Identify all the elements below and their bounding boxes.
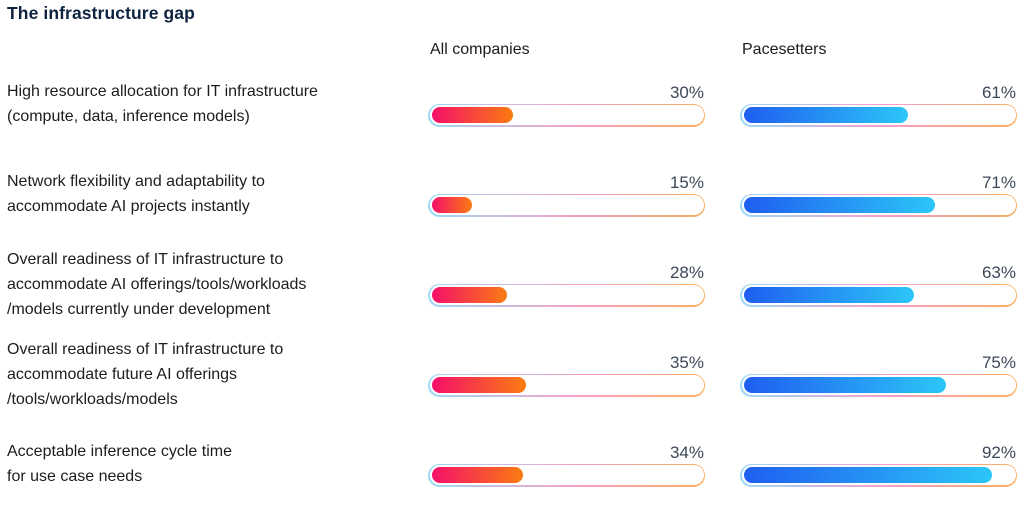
all-companies-value: 30%	[669, 82, 704, 102]
pacesetters-bar-track	[740, 463, 1017, 487]
pacesetters-bar-track	[740, 373, 1017, 397]
all-companies-bar-fill	[431, 287, 508, 303]
pacesetters-value: 75%	[981, 352, 1016, 372]
all-companies-bar-inner	[429, 375, 704, 395]
column-header-all-companies: All companies	[430, 41, 530, 58]
pacesetters-cell: 92%	[740, 442, 1017, 487]
pacesetters-value: 63%	[981, 262, 1016, 282]
all-companies-value: 28%	[669, 262, 704, 282]
pacesetters-bar-fill	[743, 287, 914, 303]
pacesetters-bar-track	[740, 103, 1017, 127]
all-companies-bar-track	[428, 193, 705, 217]
all-companies-value: 34%	[669, 442, 704, 462]
pacesetters-cell: 75%	[740, 352, 1017, 397]
all-companies-value: 15%	[669, 172, 704, 192]
all-companies-bar-inner	[429, 285, 704, 305]
all-companies-bar-fill	[431, 377, 526, 393]
row-label: Network flexibility and adaptability to a…	[7, 173, 265, 215]
pacesetters-bar-inner	[741, 105, 1016, 125]
row-label: Overall readiness of IT infrastructure t…	[7, 340, 284, 408]
pacesetters-bar-fill	[743, 467, 992, 483]
chart-row: Network flexibility and adaptability to a…	[7, 149, 1017, 239]
all-companies-bar-inner	[429, 105, 704, 125]
all-companies-bar-inner	[429, 465, 704, 485]
pacesetters-cell: 61%	[740, 82, 1017, 127]
all-companies-bar-fill	[431, 467, 524, 483]
all-companies-bar-fill	[431, 107, 513, 123]
all-companies-cell: 35%	[428, 352, 705, 397]
all-companies-bar-track	[428, 103, 705, 127]
pacesetters-bar-fill	[743, 197, 936, 213]
pacesetters-cell: 71%	[740, 172, 1017, 217]
infrastructure-gap-chart: The infrastructure gap All companies Pac…	[7, 3, 1017, 487]
all-companies-value: 35%	[669, 352, 704, 372]
column-headers: All companies Pacesetters	[7, 40, 1017, 59]
all-companies-cell: 28%	[428, 262, 705, 307]
pacesetters-bar-inner	[741, 285, 1016, 305]
all-companies-bar-track	[428, 283, 705, 307]
chart-row: Overall readiness of IT infrastructure t…	[7, 329, 1017, 419]
all-companies-bar-track	[428, 373, 705, 397]
all-companies-cell: 34%	[428, 442, 705, 487]
pacesetters-bar-inner	[741, 465, 1016, 485]
pacesetters-bar-inner	[741, 375, 1016, 395]
all-companies-bar-track	[428, 463, 705, 487]
all-companies-bar-inner	[429, 195, 704, 215]
row-label: Overall readiness of IT infrastructure t…	[7, 250, 307, 318]
chart-row: High resource allocation for IT infrastr…	[7, 59, 1017, 149]
pacesetters-bar-inner	[741, 195, 1016, 215]
chart-title: The infrastructure gap	[7, 3, 195, 23]
pacesetters-bar-track	[740, 193, 1017, 217]
pacesetters-bar-track	[740, 283, 1017, 307]
pacesetters-bar-fill	[743, 377, 946, 393]
row-label: High resource allocation for IT infrastr…	[7, 83, 318, 125]
chart-rows: High resource allocation for IT infrastr…	[7, 59, 1017, 509]
all-companies-bar-fill	[431, 197, 472, 213]
pacesetters-bar-fill	[743, 107, 909, 123]
row-label: Acceptable inference cycle time for use c…	[7, 443, 232, 485]
chart-row: Overall readiness of IT infrastructure t…	[7, 239, 1017, 329]
all-companies-cell: 15%	[428, 172, 705, 217]
pacesetters-value: 71%	[981, 172, 1016, 192]
column-header-pacesetters: Pacesetters	[742, 41, 827, 58]
pacesetters-value: 92%	[981, 442, 1016, 462]
pacesetters-value: 61%	[981, 82, 1016, 102]
pacesetters-cell: 63%	[740, 262, 1017, 307]
all-companies-cell: 30%	[428, 82, 705, 127]
chart-row: Acceptable inference cycle time for use c…	[7, 419, 1017, 509]
